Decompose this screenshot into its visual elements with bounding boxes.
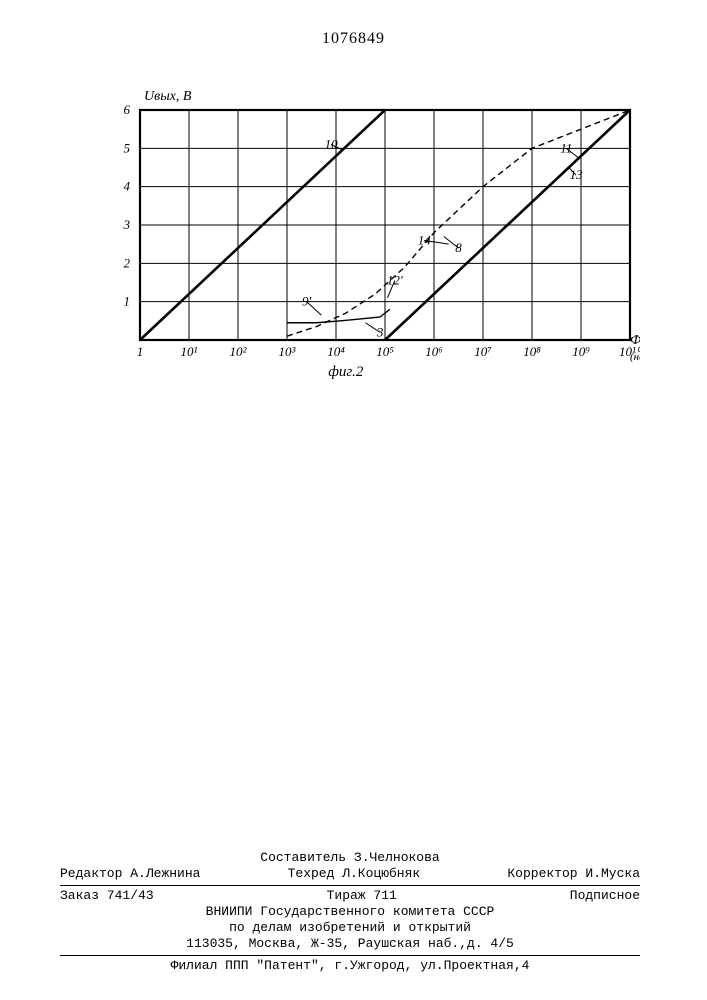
svg-text:3: 3: [123, 217, 131, 232]
document-id: 1076849: [0, 30, 707, 48]
svg-text:1: 1: [124, 294, 131, 309]
svg-text:10³: 10³: [279, 344, 297, 359]
redaktor: Редактор А.Лежнина: [60, 866, 200, 882]
svg-text:10¹: 10¹: [181, 344, 198, 359]
svg-text:10⁵: 10⁵: [376, 344, 394, 359]
credits-row: Редактор А.Лежнина Техред Л.Коцюбняк Кор…: [60, 866, 640, 882]
svg-text:10⁶: 10⁶: [425, 344, 443, 359]
svg-text:8: 8: [455, 240, 462, 255]
svg-text:10: 10: [325, 137, 339, 152]
svg-text:10⁹: 10⁹: [572, 344, 590, 359]
svg-text:10²: 10²: [230, 344, 248, 359]
svg-text:4: 4: [124, 179, 131, 194]
chart-container: 123456110¹10²10³10⁴10⁵10⁶10⁷10⁸10⁹10¹⁰Uв…: [80, 80, 640, 390]
svg-text:12': 12': [387, 273, 403, 288]
svg-text:14: 14: [418, 232, 432, 247]
svg-text:2: 2: [124, 255, 131, 270]
svg-text:фиг.2: фиг.2: [328, 364, 364, 380]
svg-text:9': 9': [302, 294, 312, 309]
output-vs-flux-chart: 123456110¹10²10³10⁴10⁵10⁶10⁷10⁸10⁹10¹⁰Uв…: [80, 80, 640, 390]
svg-text:10⁷: 10⁷: [474, 344, 492, 359]
sostavitel: Составитель З.Челнокова: [60, 850, 640, 866]
svg-text:10⁸: 10⁸: [523, 344, 541, 359]
tehred: Техред Л.Коцюбняк: [288, 866, 421, 882]
page: 1076849 1 2 3 4 5 6 1 10¹ 10² 10³ 10⁴ 10⁵ 10⁶ 10⁷ 10⁸ 1…: [0, 0, 707, 1000]
colophon-block: Составитель З.Челнокова Редактор А.Лежни…: [60, 850, 640, 974]
org-line-1: ВНИИПИ Государственного комитета СССР: [60, 904, 640, 920]
svg-text:3: 3: [376, 324, 384, 339]
svg-text:Uвых, В: Uвых, В: [144, 89, 192, 104]
tirazh: Тираж 711: [327, 888, 397, 904]
org-line-2: по делам изобретений и открытий: [60, 920, 640, 936]
zakaz: Заказ 741/43: [60, 888, 154, 904]
rule-1: [60, 885, 640, 886]
podpisnoe: Подписное: [570, 888, 640, 904]
korrektor: Корректор И.Муска: [507, 866, 640, 882]
svg-text:1: 1: [137, 344, 144, 359]
svg-text:Фn: Фn: [630, 333, 640, 348]
svg-text:(нейтр/см²·с): (нейтр/см²·с): [630, 351, 640, 363]
svg-text:11: 11: [560, 140, 572, 155]
svg-text:6: 6: [124, 102, 131, 117]
org-line-3: 113035, Москва, Ж-35, Раушская наб.,д. 4…: [60, 936, 640, 952]
svg-text:5: 5: [124, 140, 131, 155]
filial: Филиал ППП "Патент", г.Ужгород, ул.Проек…: [60, 958, 640, 974]
rule-2: [60, 955, 640, 956]
svg-text:13: 13: [570, 167, 584, 182]
svg-text:10⁴: 10⁴: [327, 344, 345, 359]
print-row: Заказ 741/43 Тираж 711 Подписное: [60, 888, 640, 904]
